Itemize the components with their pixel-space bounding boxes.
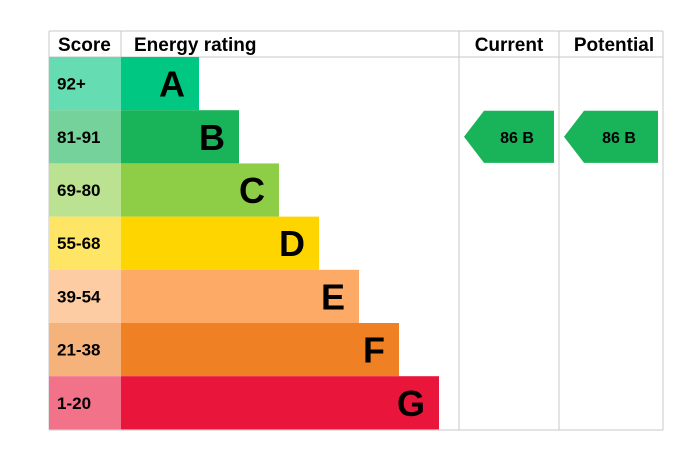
score-range-c: 69-80 bbox=[57, 181, 100, 200]
rating-bar-c bbox=[121, 163, 279, 217]
score-cell-f bbox=[49, 323, 121, 377]
rating-letter-g: G bbox=[397, 383, 425, 424]
score-cell-a bbox=[49, 57, 121, 111]
rating-letter-b: B bbox=[199, 117, 225, 158]
score-cell-c bbox=[49, 163, 121, 217]
score-cell-e bbox=[49, 269, 121, 323]
rating-letter-c: C bbox=[239, 170, 265, 211]
header-current: Current bbox=[475, 35, 544, 56]
rating-bands: 92+ A 81-91 B 69-80 C 55-68 D 39-54 E 21-38 F 1-20 G bbox=[49, 57, 439, 430]
score-range-e: 39-54 bbox=[57, 287, 101, 306]
score-range-f: 21-38 bbox=[57, 341, 100, 360]
potential-arrow bbox=[564, 110, 658, 163]
rating-bar-d bbox=[121, 216, 319, 270]
header-potential: Potential bbox=[574, 35, 654, 56]
rating-bar-f bbox=[121, 323, 399, 377]
rating-bar-a bbox=[121, 57, 199, 111]
potential-rating-label: 86 B bbox=[602, 130, 636, 147]
current-arrow bbox=[464, 110, 554, 163]
score-range-d: 55-68 bbox=[57, 234, 100, 253]
rating-letter-e: E bbox=[321, 276, 345, 317]
rating-bar-g bbox=[121, 376, 439, 430]
score-cell-d bbox=[49, 216, 121, 270]
rating-letter-a: A bbox=[159, 64, 185, 105]
header-score: Score bbox=[58, 35, 111, 56]
rating-arrows: 86 B 86 B bbox=[464, 110, 658, 163]
score-range-a: 92+ bbox=[57, 75, 86, 94]
rating-letter-f: F bbox=[363, 330, 385, 371]
score-cell-b bbox=[49, 110, 121, 164]
current-rating-label: 86 B bbox=[500, 130, 534, 147]
score-range-b: 81-91 bbox=[57, 128, 100, 147]
header-energy-rating: Energy rating bbox=[134, 35, 256, 56]
rating-letter-d: D bbox=[279, 223, 305, 264]
score-cell-g bbox=[49, 376, 121, 430]
rating-bar-e bbox=[121, 269, 359, 323]
rating-bar-b bbox=[121, 110, 239, 164]
score-range-g: 1-20 bbox=[57, 394, 91, 413]
